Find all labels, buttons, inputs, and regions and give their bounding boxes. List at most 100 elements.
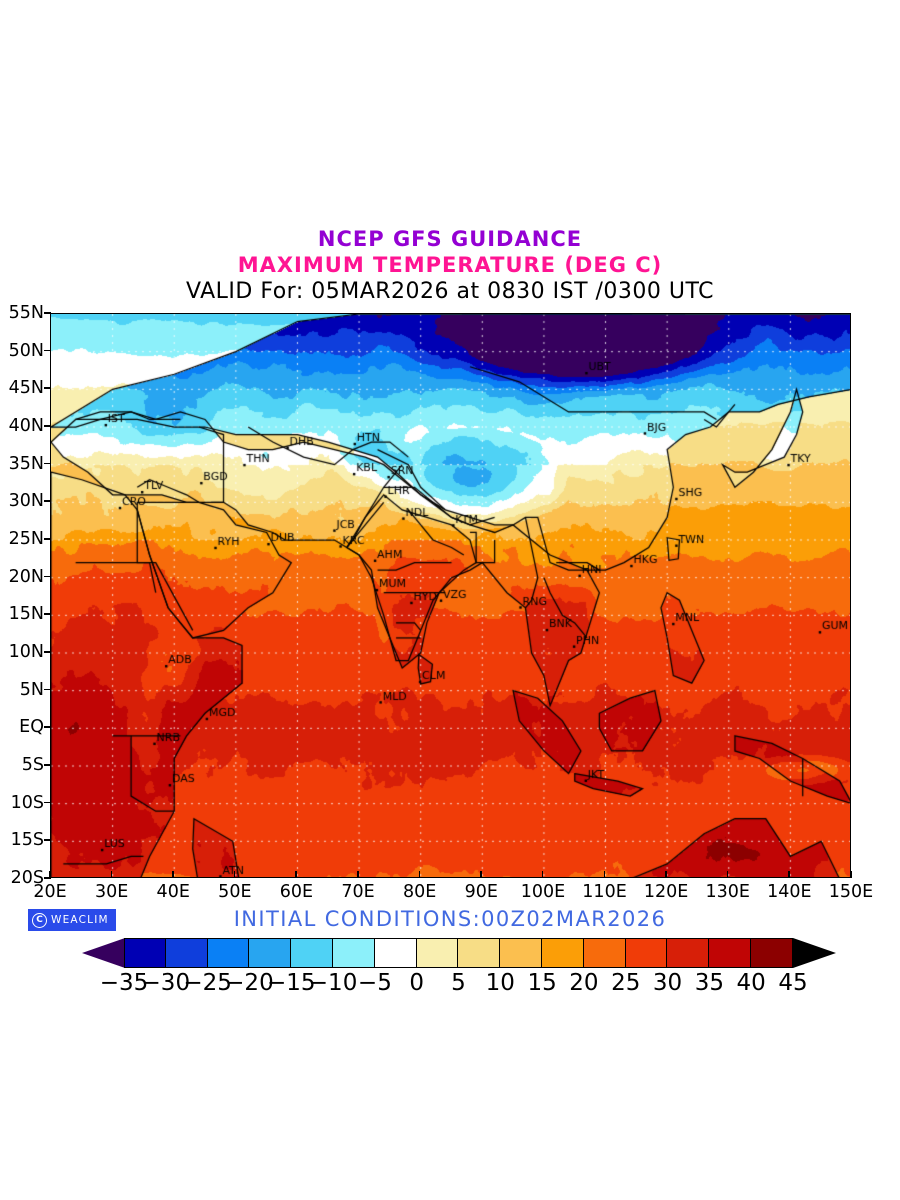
colorbar-under-cap: [82, 938, 125, 968]
colorbar-swatch: [291, 938, 333, 968]
y-axis-tick-label: 10S: [10, 792, 44, 813]
colorbar-tick-label: 5: [451, 970, 466, 996]
x-axis-tick-label: 150E: [828, 882, 874, 902]
colorbar-swatch: [416, 938, 459, 968]
y-axis-tick-mark: [44, 801, 51, 804]
colorbar-tick-label: 25: [611, 970, 641, 996]
colorbar-swatch: [541, 938, 584, 968]
copyright-icon: C: [32, 912, 47, 928]
colorbar-tick-label: −30: [141, 970, 191, 996]
colorbar-tick-label: 30: [652, 970, 683, 996]
title-line-model: NCEP GFS GUIDANCE: [317, 227, 583, 251]
colorbar-swatch: [207, 938, 250, 968]
colorbar-tick-label: −20: [225, 970, 274, 996]
y-axis-tick-label: 55N: [8, 303, 44, 323]
y-axis-tick-label: 25N: [8, 529, 44, 549]
colorbar-tick-label: −35: [99, 970, 149, 996]
x-axis-tick-label: 130E: [705, 882, 750, 902]
y-axis-tick-mark: [44, 349, 51, 352]
y-axis-tick-label: 10N: [8, 642, 44, 662]
weaclim-logo: C WEACLIM: [28, 909, 116, 931]
x-axis-tick-mark: [49, 871, 51, 878]
colorbar-over-cap: [793, 938, 836, 968]
y-axis-tick-mark: [44, 764, 51, 766]
x-axis-tick-mark: [726, 871, 729, 878]
x-axis-tick-mark: [110, 871, 113, 878]
colorbar-swatch: [332, 938, 375, 968]
colorbar-tick-label: 40: [736, 970, 766, 996]
x-axis-tick-mark: [172, 871, 174, 878]
y-axis-tick-mark: [44, 538, 51, 540]
y-axis-tick-label: 50N: [8, 340, 44, 361]
y-axis-tick-mark: [44, 312, 51, 314]
x-axis-tick-mark: [665, 871, 667, 878]
x-axis-tick-mark: [418, 871, 421, 878]
colorbar-swatch: [583, 938, 626, 968]
y-axis-tick-label: 5S: [21, 755, 44, 775]
colorbar-tick-label: −10: [308, 970, 358, 996]
colorbar-tick-label: 45: [778, 970, 808, 996]
temperature-heatmap-canvas: [51, 314, 850, 877]
colorbar-swatch: [500, 938, 542, 968]
y-axis-tick-mark: [44, 651, 51, 653]
y-axis-tick-label: 15S: [10, 830, 44, 851]
x-axis-tick-mark: [788, 871, 790, 878]
colorbar-tick-label: −15: [266, 970, 316, 996]
y-axis-tick-label: 20S: [10, 868, 44, 888]
colorbar-swatch: [625, 938, 668, 968]
x-axis-tick-mark: [295, 871, 297, 878]
colorbar-swatch: [124, 938, 166, 968]
colorbar-cells: [124, 938, 793, 968]
x-axis-tick-label: 30E: [94, 882, 129, 902]
y-axis-tick-label: 20N: [8, 566, 44, 587]
x-axis-tick-label: 70E: [341, 882, 375, 902]
colorbar-swatch: [458, 938, 501, 968]
y-axis-tick-mark: [44, 425, 51, 427]
title-line-variable: MAXIMUM TEMPERATURE (DEG C): [237, 253, 663, 277]
colorbar-swatch: [374, 938, 417, 968]
chart-title-block: NCEP GFS GUIDANCE MAXIMUM TEMPERATURE (D…: [0, 226, 900, 306]
colorbar-tick-label: 15: [527, 970, 557, 996]
y-axis-tick-mark: [44, 877, 51, 879]
colorbar-swatch: [709, 938, 751, 968]
logo-label: WEACLIM: [51, 914, 109, 926]
colorbar-tick-label: 0: [409, 970, 425, 996]
colorbar-tick-label: −25: [183, 970, 232, 996]
colorbar-swatch: [750, 938, 793, 968]
x-axis-tick-mark: [357, 871, 359, 878]
x-axis-tick-label: 60E: [279, 882, 314, 902]
colorbar-tick-label: 35: [694, 970, 725, 996]
y-axis-tick-mark: [44, 688, 51, 691]
x-axis-tick-label: 80E: [403, 882, 437, 902]
colorbar-tick-label: 20: [569, 970, 599, 996]
y-axis-tick-mark: [44, 387, 51, 389]
x-axis-tick-mark: [603, 871, 606, 878]
x-axis-tick-label: 90E: [464, 882, 498, 902]
colorbar-swatch: [249, 938, 292, 968]
initial-conditions-label: INITIAL CONDITIONS:00Z02MAR2026: [233, 907, 667, 931]
x-axis-tick-mark: [233, 871, 236, 878]
y-axis-tick-label: 15N: [8, 604, 44, 625]
y-axis-tick-mark: [44, 575, 51, 578]
y-axis-tick-mark: [44, 500, 51, 502]
y-axis-tick-label: 5N: [19, 679, 44, 700]
x-axis-tick-mark: [850, 871, 852, 878]
y-axis-tick-label: 40N: [8, 416, 44, 436]
y-axis-tick-label: EQ: [19, 717, 44, 738]
y-axis-tick-label: 45N: [8, 378, 44, 399]
y-axis-tick-mark: [44, 839, 51, 841]
y-axis-tick-label: 30N: [8, 491, 44, 512]
x-axis-tick-label: 50E: [218, 882, 252, 902]
y-axis-tick-label: 35N: [8, 453, 44, 474]
x-axis-tick-mark: [541, 871, 544, 878]
title-line-valid-time: VALID For: 05MAR2026 at 0830 IST /0300 U…: [185, 279, 715, 304]
x-axis-tick-label: 20E: [33, 882, 67, 902]
x-axis-tick-label: 40E: [156, 882, 190, 902]
colorbar-swatch: [165, 938, 208, 968]
y-axis-tick-mark: [44, 726, 51, 728]
y-axis-tick-mark: [44, 613, 51, 615]
colorbar-swatch: [667, 938, 710, 968]
temperature-map-plot[interactable]: [50, 313, 851, 878]
colorbar-tick-label: −5: [357, 970, 392, 996]
colorbar-tick-label: 10: [485, 970, 515, 996]
